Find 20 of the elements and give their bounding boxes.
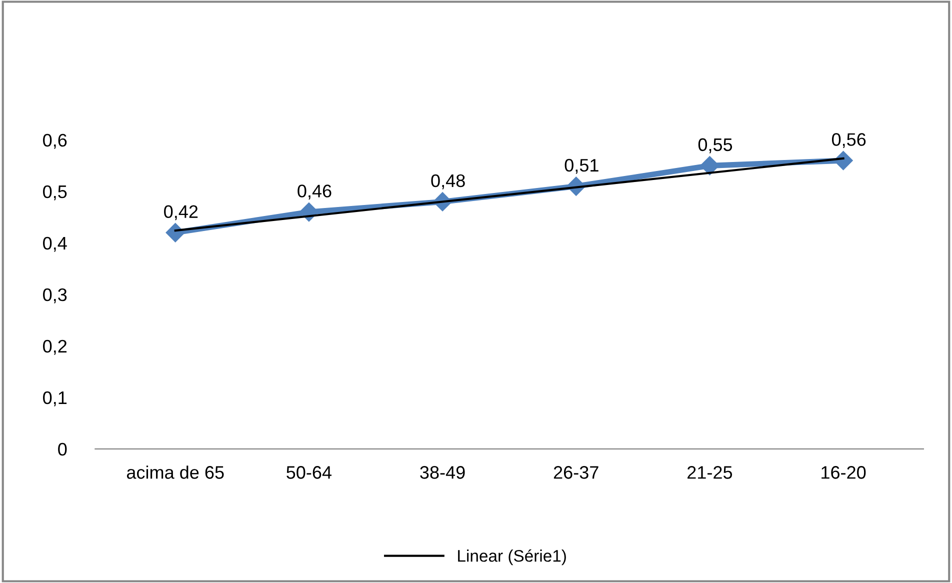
- data-label: 0,51: [564, 158, 598, 174]
- x-tick-label: 16-20: [822, 466, 866, 479]
- x-tick-label: 21-25: [688, 466, 732, 479]
- x-tick-label: 50-64: [286, 466, 332, 479]
- data-label: 0,56: [832, 133, 866, 148]
- data-label: 0,55: [698, 138, 732, 154]
- legend-label: Linear (Série1): [458, 549, 566, 566]
- x-tick-label: 38-49: [420, 466, 465, 479]
- data-label: 0,46: [298, 184, 332, 200]
- y-tick-label: 0,5: [43, 185, 67, 200]
- y-tick-label: 0: [58, 442, 67, 456]
- y-tick-label: 0,6: [43, 134, 67, 149]
- data-label: 0,42: [164, 205, 198, 220]
- y-tick-label: 0,3: [43, 288, 67, 304]
- data-label: 0,48: [431, 174, 465, 190]
- y-tick-label: 0,4: [43, 236, 67, 252]
- x-tick-label: 26-37: [554, 466, 598, 479]
- y-tick-label: 0,2: [43, 340, 67, 355]
- x-tick-label: acima de 65: [126, 466, 224, 479]
- y-tick-label: 0,1: [43, 391, 67, 406]
